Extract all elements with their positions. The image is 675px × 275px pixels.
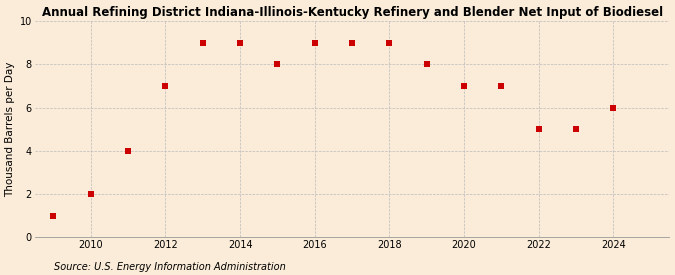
Point — [160, 84, 171, 88]
Point — [197, 40, 208, 45]
Text: Source: U.S. Energy Information Administration: Source: U.S. Energy Information Administ… — [54, 262, 286, 272]
Point — [533, 127, 544, 131]
Point — [459, 84, 470, 88]
Point — [570, 127, 581, 131]
Title: Annual Refining District Indiana-Illinois-Kentucky Refinery and Blender Net Inpu: Annual Refining District Indiana-Illinoi… — [42, 6, 663, 18]
Point — [235, 40, 246, 45]
Point — [496, 84, 507, 88]
Point — [48, 214, 59, 218]
Y-axis label: Thousand Barrels per Day: Thousand Barrels per Day — [5, 62, 16, 197]
Point — [608, 105, 619, 110]
Point — [85, 192, 96, 196]
Point — [421, 62, 432, 67]
Point — [384, 40, 395, 45]
Point — [123, 149, 134, 153]
Point — [272, 62, 283, 67]
Point — [309, 40, 320, 45]
Point — [347, 40, 358, 45]
